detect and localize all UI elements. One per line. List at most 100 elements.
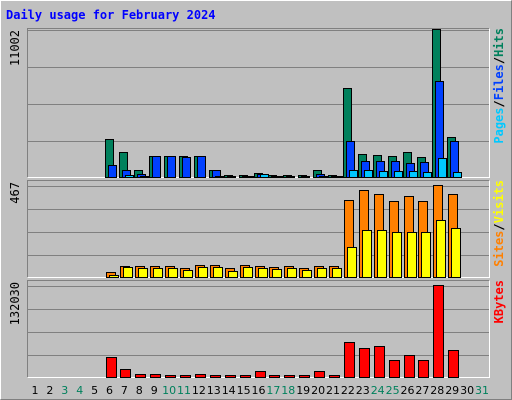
day-label-4: 4	[76, 384, 83, 397]
bar-kbytes-day-16	[255, 371, 266, 378]
day-label-27: 27	[415, 384, 429, 397]
bar-kbytes-day-27	[418, 360, 429, 378]
bar-kbytes-day-19	[299, 375, 310, 378]
day-label-24: 24	[371, 384, 385, 397]
chart-bars	[105, 29, 462, 378]
bar-files-day-11	[182, 157, 191, 178]
chart-title: Daily usage for February 2024	[6, 8, 216, 22]
bar-kbytes-day-22	[344, 342, 355, 378]
bar-pages-day-28	[438, 158, 447, 178]
day-label-8: 8	[136, 384, 143, 397]
day-label-14: 14	[222, 384, 236, 397]
bar-kbytes-day-13	[210, 375, 221, 378]
bar-kbytes-day-8	[135, 374, 146, 378]
legend-hits-files-pages: Pages/Files/Hits	[492, 28, 506, 144]
bar-visits-day-16	[258, 268, 268, 278]
legend-kbytes: KBytes	[492, 280, 506, 323]
bar-visits-day-19	[302, 270, 312, 278]
bar-kbytes-day-11	[180, 375, 191, 378]
day-label-2: 2	[46, 384, 53, 397]
day-label-29: 29	[445, 384, 459, 397]
bar-visits-day-24	[377, 230, 387, 278]
bar-pages-day-26	[409, 171, 418, 178]
bar-pages-day-7	[125, 175, 134, 178]
bar-visits-day-25	[392, 232, 402, 278]
bar-pages-day-21	[334, 176, 343, 178]
day-label-12: 12	[192, 384, 206, 397]
panel-hits-files-pages	[27, 28, 490, 178]
bar-pages-day-23	[364, 170, 373, 178]
bar-pages-day-29	[453, 172, 462, 178]
legend-item: Visits	[492, 180, 506, 223]
day-label-22: 22	[341, 384, 355, 397]
day-label-17: 17	[266, 384, 280, 397]
bar-visits-day-22	[347, 247, 357, 278]
day-label-30: 30	[460, 384, 474, 397]
bar-visits-day-17	[272, 269, 282, 278]
bar-visits-day-8	[138, 268, 148, 278]
bar-visits-day-23	[362, 230, 372, 278]
bar-kbytes-day-17	[269, 375, 280, 378]
bar-kbytes-day-9	[150, 374, 161, 378]
panel-edge-dark	[27, 28, 490, 178]
bar-pages-day-24	[379, 171, 388, 178]
bar-visits-day-13	[213, 267, 223, 278]
bar-pages-day-25	[394, 171, 403, 178]
bar-pages-day-22	[349, 170, 358, 178]
bar-kbytes-day-26	[404, 355, 415, 378]
panel-edge-dark	[27, 280, 490, 378]
day-label-10: 10	[162, 384, 176, 397]
day-label-13: 13	[207, 384, 221, 397]
bar-pages-day-27	[423, 172, 432, 178]
legend-item: /	[492, 57, 506, 64]
max-label-kbytes: 132030	[8, 282, 22, 325]
day-label-5: 5	[91, 384, 98, 397]
bar-kbytes-day-20	[314, 371, 325, 378]
bar-pages-day-20	[319, 176, 328, 178]
bar-visits-day-29	[451, 228, 461, 278]
bar-files-day-10	[167, 156, 176, 178]
bar-pages-day-15	[245, 176, 254, 178]
legend-item: /	[492, 223, 506, 230]
bar-pages-day-8	[140, 176, 149, 178]
day-label-16: 16	[252, 384, 266, 397]
day-label-23: 23	[356, 384, 370, 397]
bar-visits-day-27	[421, 232, 431, 278]
legend-item: Files	[492, 64, 506, 100]
bar-files-day-19	[301, 176, 310, 178]
legend-item: Sites	[492, 231, 506, 267]
bar-pages-day-16	[260, 174, 269, 178]
bar-kbytes-day-15	[240, 375, 251, 378]
bar-kbytes-day-6	[106, 357, 117, 378]
day-label-20: 20	[311, 384, 325, 397]
day-label-19: 19	[296, 384, 310, 397]
max-label-hits-files-pages: 11002	[8, 30, 22, 66]
legend-item: KBytes	[492, 280, 506, 323]
bar-files-day-18	[286, 176, 295, 178]
bar-visits-day-6	[109, 275, 119, 278]
bar-visits-day-15	[243, 267, 253, 278]
bar-kbytes-day-28	[433, 285, 444, 378]
bar-files-day-6	[108, 165, 117, 178]
bar-kbytes-day-21	[329, 375, 340, 378]
bar-kbytes-day-12	[195, 374, 206, 378]
bar-visits-day-10	[168, 268, 178, 278]
day-label-28: 28	[430, 384, 444, 397]
day-label-11: 11	[177, 384, 191, 397]
day-label-18: 18	[281, 384, 295, 397]
bar-visits-day-20	[317, 268, 327, 278]
bar-files-day-9	[152, 156, 161, 178]
bar-visits-day-14	[228, 271, 238, 278]
bar-visits-day-21	[332, 268, 342, 278]
day-label-15: 15	[237, 384, 251, 397]
bar-visits-day-28	[436, 220, 446, 278]
bar-kbytes-day-10	[165, 375, 176, 378]
bar-kbytes-day-24	[374, 346, 385, 378]
day-label-3: 3	[61, 384, 68, 397]
day-label-21: 21	[326, 384, 340, 397]
bar-kbytes-day-25	[389, 360, 400, 378]
bar-files-day-12	[197, 156, 206, 178]
day-label-9: 9	[151, 384, 158, 397]
